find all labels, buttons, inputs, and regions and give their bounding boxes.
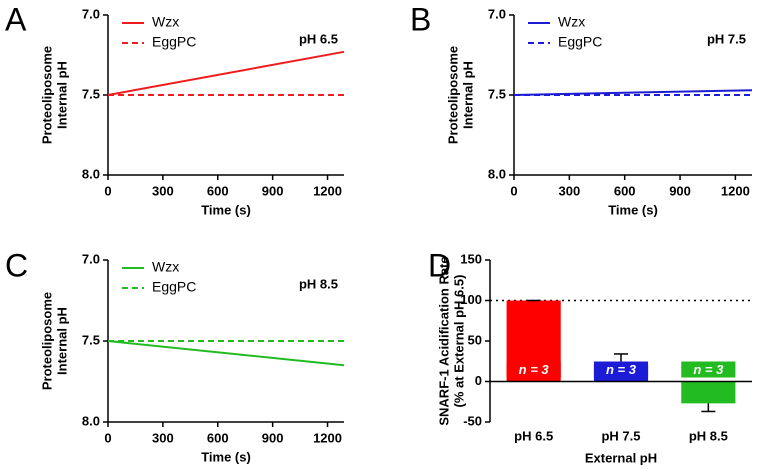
y-axis-label: Internal pH [460,61,475,129]
legend-label: EggPC [152,279,196,295]
x-tick-label: pH 6.5 [514,428,553,443]
y-axis-label: SNARF-1 Acidification Rate [436,256,451,425]
legend-label: Wzx [152,14,179,30]
x-tick-label: 300 [152,183,174,198]
x-axis-label: Time (s) [608,202,658,217]
x-tick-label: 1200 [313,430,342,445]
annotation-bg [506,361,561,378]
legend-label: EggPC [558,34,602,50]
x-tick-label: 300 [152,430,174,445]
y-tick-label: 8.0 [82,413,100,428]
panel-letter: D [428,247,451,283]
x-axis-label: Time (s) [201,449,251,464]
x-axis-label: External pH [585,450,657,465]
y-tick-label: 7.5 [488,86,506,101]
line [107,50,345,96]
annotation: pH 8.5 [299,276,338,291]
y-tick-label: 7.0 [82,251,100,266]
y-tick-label: 8.0 [488,166,506,181]
annotation: pH 6.5 [299,31,338,46]
panel-letter: C [5,247,28,283]
x-tick-label: 300 [558,183,580,198]
annotation: n = 3 [606,362,637,377]
x-tick-label: 900 [669,183,691,198]
annotation: pH 7.5 [707,31,746,46]
line [107,340,345,367]
annotation: n = 3 [693,362,724,377]
x-tick-label: 1200 [313,183,342,198]
annotation-bg [593,361,649,378]
x-tick-label: 1200 [721,183,750,198]
legend-label: Wzx [152,259,179,275]
x-tick-label: 600 [614,183,636,198]
y-axis-label: Proteoliposome [39,46,54,144]
x-tick-label: 900 [262,430,284,445]
x-tick-label: 0 [104,430,111,445]
x-tick-label: 0 [510,183,517,198]
y-tick-label: 7.5 [82,86,100,101]
x-tick-label: pH 8.5 [689,428,728,443]
y-tick-label: 8.0 [82,166,100,181]
y-axis-label: Proteoliposome [445,46,460,144]
legend-label: Wzx [558,14,585,30]
annotation: n = 3 [519,362,550,377]
x-tick-label: 900 [262,183,284,198]
x-tick-label: pH 7.5 [601,428,640,443]
y-tick-label: 150 [460,251,482,266]
x-tick-label: 600 [207,183,229,198]
y-axis-label: Proteoliposome [39,292,54,390]
y-tick-label: 100 [460,292,482,307]
bar [681,381,736,404]
y-tick-label: 0 [475,373,482,388]
y-tick-label: 7.0 [488,6,506,21]
x-tick-label: 600 [207,430,229,445]
y-axis-label: Internal pH [54,61,69,129]
legend-label: EggPC [152,34,196,50]
y-axis-label: (% at External pH 6.5) [451,275,466,408]
panel-letter: B [410,1,431,37]
y-tick-label: 50 [468,332,482,347]
y-axis-label: Internal pH [54,307,69,375]
y-tick-label: 7.5 [82,332,100,347]
y-tick-label: -50 [463,413,482,428]
annotation-bg [681,361,736,378]
panel-letter: A [5,1,27,37]
x-tick-label: 0 [104,183,111,198]
x-axis-label: Time (s) [201,202,251,217]
y-tick-label: 7.0 [82,6,100,21]
line [513,89,753,96]
